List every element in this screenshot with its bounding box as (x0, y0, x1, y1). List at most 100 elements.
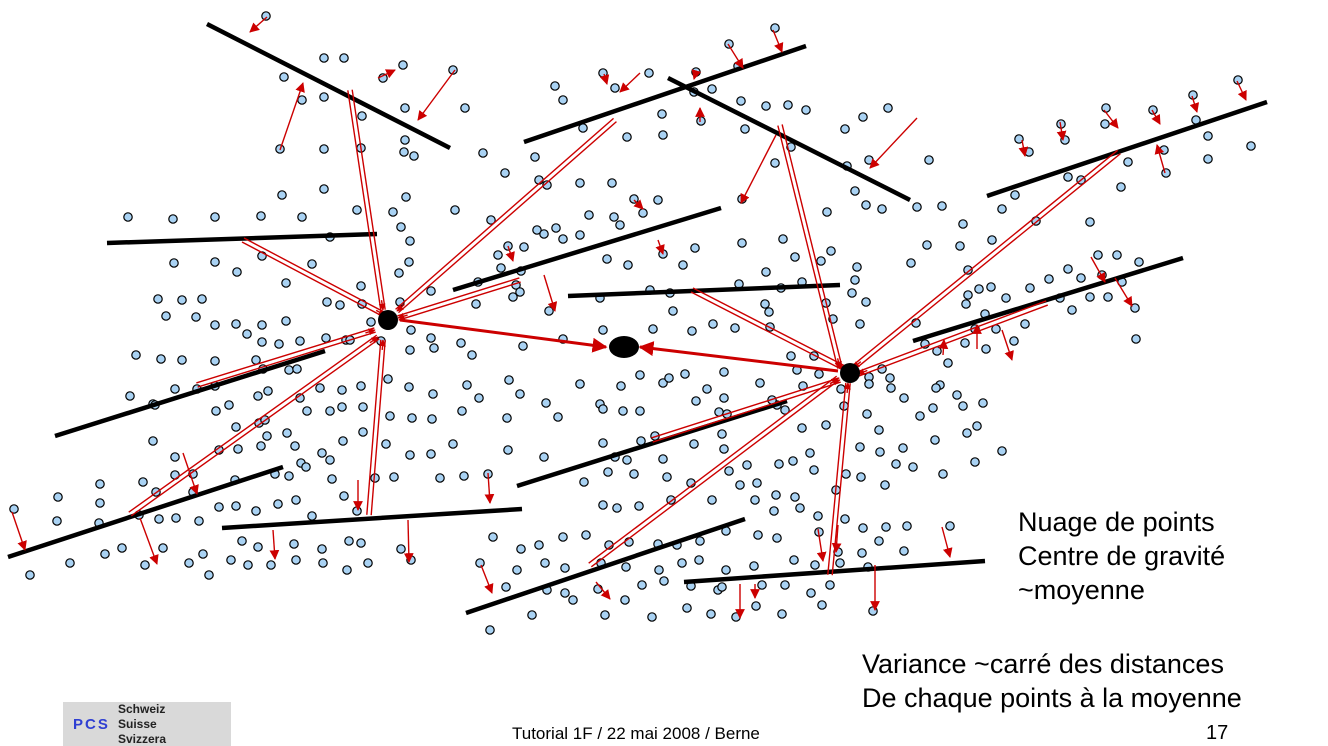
data-point (821, 420, 831, 430)
data-point (1063, 264, 1073, 274)
data-point (806, 588, 816, 598)
centroid-to-mean-arrows (399, 318, 839, 373)
data-point (352, 506, 362, 516)
data-point (322, 297, 332, 307)
data-point (598, 68, 608, 78)
data-point (883, 103, 893, 113)
data-point (826, 246, 836, 256)
data-point (363, 558, 373, 568)
data-point (644, 68, 654, 78)
data-point (598, 438, 608, 448)
data-point (197, 294, 207, 304)
data-point (809, 465, 819, 475)
data-point (253, 391, 263, 401)
double-arrow-line (853, 153, 1121, 371)
data-point (930, 435, 940, 445)
regression-line (666, 75, 912, 203)
data-point (52, 516, 62, 526)
regression-lines (7, 21, 1268, 616)
double-arrow-line (395, 117, 615, 310)
data-point (875, 447, 885, 457)
data-point (356, 538, 366, 548)
point-arrow (11, 511, 27, 551)
data-point (100, 549, 110, 559)
data-point (292, 364, 302, 374)
data-point (1246, 141, 1256, 151)
regression-line (106, 231, 378, 246)
double-arrow-line (827, 382, 847, 575)
data-point (978, 398, 988, 408)
point-arrow (1103, 109, 1119, 129)
data-point (327, 474, 337, 484)
data-point (777, 609, 787, 619)
data-point (266, 560, 276, 570)
data-point (448, 439, 458, 449)
data-point (847, 288, 857, 298)
regression-line (205, 21, 452, 151)
data-point (210, 212, 220, 222)
data-point (1001, 293, 1011, 303)
data-point (400, 103, 410, 113)
double-arrow-head (843, 382, 851, 394)
data-point (931, 383, 941, 393)
data-point (211, 406, 221, 416)
data-point (290, 441, 300, 451)
data-point (770, 23, 780, 33)
data-point (194, 516, 204, 526)
data-point (475, 558, 485, 568)
data-point (488, 532, 498, 542)
point-arrow (249, 16, 268, 33)
data-point (383, 374, 393, 384)
data-point (1131, 334, 1141, 344)
overall-mean (609, 336, 639, 358)
data-point (540, 558, 550, 568)
data-point (191, 312, 201, 322)
data-point (291, 555, 301, 565)
point-arrow (816, 528, 827, 562)
double-arrow-line (652, 381, 841, 443)
data-point (638, 208, 648, 218)
data-point (284, 471, 294, 481)
data-point (634, 501, 644, 511)
data-point (177, 355, 187, 365)
data-point (735, 480, 745, 490)
double-arrow-line (690, 291, 844, 371)
data-point (771, 490, 781, 500)
data-point (696, 116, 706, 126)
data-point (618, 406, 628, 416)
data-point (581, 530, 591, 540)
data-point (257, 337, 267, 347)
data-point (456, 338, 466, 348)
data-point (385, 411, 395, 421)
data-point (138, 477, 148, 487)
data-point (678, 260, 688, 270)
data-point (232, 267, 242, 277)
data-point (25, 570, 35, 580)
data-point (736, 96, 746, 106)
legend-line-3: ~moyenne (1018, 575, 1145, 605)
data-point (874, 425, 884, 435)
data-point (662, 472, 672, 482)
data-point (817, 600, 827, 610)
data-point (972, 421, 982, 431)
data-point (1116, 182, 1126, 192)
data-point (721, 565, 731, 575)
data-point (1123, 157, 1133, 167)
variance-text: Variance ~carré des distances De chaque … (862, 647, 1242, 715)
data-point (961, 299, 971, 309)
double-arrow-line (781, 124, 843, 368)
data-point (210, 257, 220, 267)
data-point (1076, 273, 1086, 283)
data-point (1161, 168, 1171, 178)
data-point (615, 220, 625, 230)
data-point (544, 306, 554, 316)
data-point (177, 295, 187, 305)
data-point (171, 513, 181, 523)
data-point (749, 561, 759, 571)
data-point (857, 548, 867, 558)
data-point (426, 449, 436, 459)
data-point (117, 543, 127, 553)
logo-lines: Schweiz Suisse Svizzera (118, 702, 166, 746)
data-point (1063, 172, 1073, 182)
logo-abbr: PCS (73, 716, 110, 733)
